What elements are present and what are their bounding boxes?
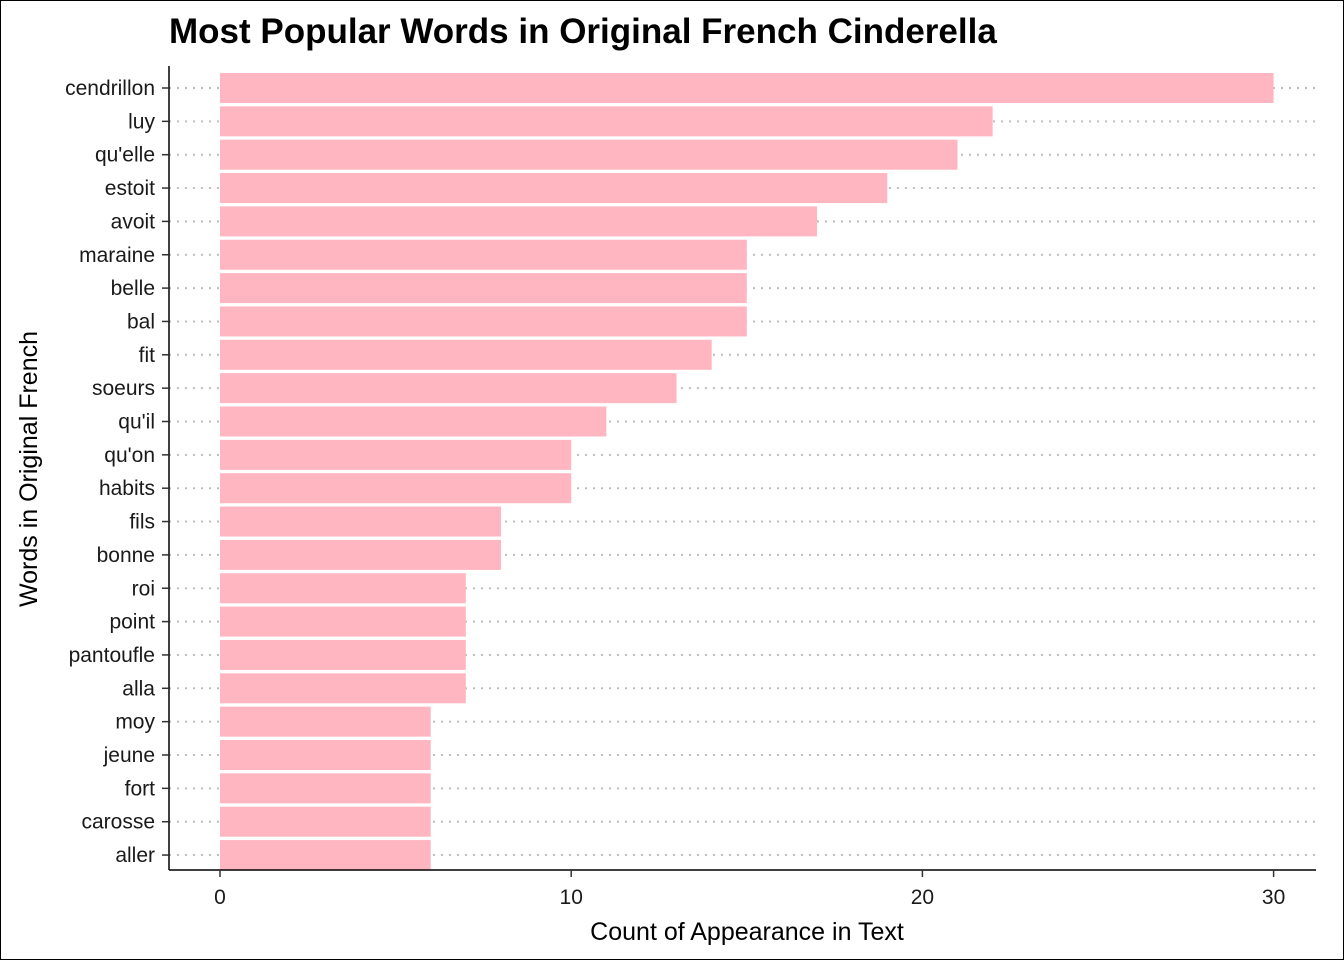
y-tick-label: pantoufle	[69, 644, 155, 667]
y-tick-label: qu'elle	[95, 144, 155, 167]
bar	[220, 73, 1274, 103]
y-tick-label: maraine	[79, 244, 155, 267]
bar	[220, 539, 501, 570]
y-tick-label: qu'on	[104, 444, 155, 467]
y-tick-label: fort	[125, 777, 156, 800]
x-axis-title: Count of Appearance in Text	[590, 918, 904, 946]
bar	[220, 806, 431, 837]
y-tick-label: bal	[127, 310, 155, 333]
bar	[220, 373, 677, 404]
chart-title: Most Popular Words in Original French Ci…	[169, 12, 997, 51]
bar	[220, 406, 607, 437]
x-tick-label: 0	[214, 886, 226, 909]
bar	[220, 206, 818, 237]
bar	[220, 273, 747, 304]
y-tick-label: qu'il	[118, 411, 155, 434]
bars	[220, 73, 1274, 871]
x-tick-label: 30	[1262, 886, 1285, 909]
y-tick-label: carosse	[81, 811, 155, 834]
y-tick-label: roi	[132, 577, 155, 600]
bar	[220, 706, 431, 737]
x-tick-label: 20	[911, 886, 934, 909]
bar	[220, 139, 958, 170]
bar	[220, 439, 572, 470]
y-tick-label: luy	[128, 110, 155, 133]
y-tick-label: avoit	[111, 210, 156, 233]
y-tick-label: point	[109, 611, 155, 634]
gridlines	[169, 87, 1316, 857]
y-axis-ticks: cendrillon luy qu'elle estoit avoit maraine be…	[65, 77, 169, 867]
y-tick-label: aller	[115, 844, 155, 867]
bar	[220, 239, 747, 270]
y-tick-label: fils	[129, 511, 155, 534]
y-tick-label: fit	[139, 344, 156, 367]
y-tick-label: alla	[122, 677, 155, 700]
x-axis-ticks: 0 10 20 30	[214, 870, 1285, 909]
y-tick-label: estoit	[105, 177, 155, 200]
bar	[220, 339, 712, 370]
y-tick-label: bonne	[97, 544, 155, 567]
y-tick-label: soeurs	[92, 377, 155, 400]
bar	[220, 106, 993, 137]
bar	[220, 173, 888, 204]
bar	[220, 773, 431, 804]
bar	[220, 306, 747, 337]
y-tick-label: belle	[111, 277, 155, 300]
y-tick-label: jeune	[103, 744, 155, 767]
bar	[220, 573, 466, 604]
y-tick-label: habits	[99, 477, 155, 500]
bar	[220, 740, 431, 770]
y-tick-label: cendrillon	[65, 77, 155, 100]
bar	[220, 840, 431, 871]
bar	[220, 506, 501, 537]
bar	[220, 473, 572, 504]
y-axis-title: Words in Original French	[15, 331, 43, 607]
bar	[220, 673, 466, 704]
x-tick-label: 10	[560, 886, 583, 909]
y-tick-label: moy	[115, 711, 155, 734]
bar	[220, 639, 466, 670]
bar	[220, 606, 466, 637]
